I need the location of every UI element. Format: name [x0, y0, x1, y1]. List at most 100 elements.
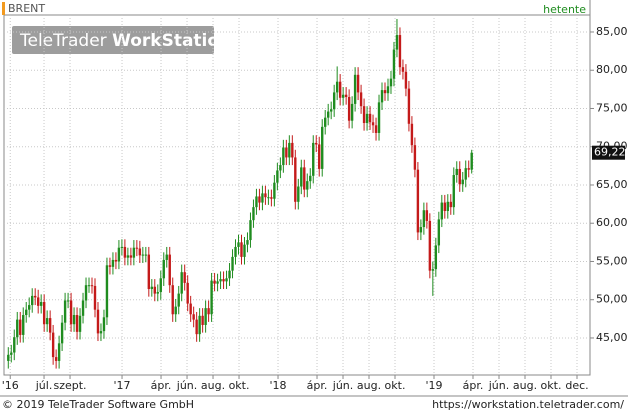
candle-body	[410, 123, 414, 146]
candle-body	[222, 279, 225, 282]
y-tick-label: 80,00	[596, 63, 628, 76]
candle-body	[261, 193, 264, 203]
candle-body	[344, 94, 348, 98]
candle-body	[303, 167, 306, 190]
candle-body	[10, 352, 13, 355]
candle-body	[135, 247, 139, 249]
candle-body	[81, 300, 85, 316]
candle-body	[39, 302, 43, 306]
candle-body	[228, 270, 231, 279]
candle-body	[425, 210, 429, 221]
candle-body	[129, 255, 133, 258]
candle-body	[99, 331, 103, 334]
candle-body	[150, 286, 153, 290]
candle-body	[201, 315, 204, 325]
candle-body	[380, 90, 384, 103]
candle-body	[371, 122, 375, 126]
candle-body	[431, 269, 435, 271]
candle-body	[446, 201, 449, 211]
candle-body	[356, 74, 360, 93]
candle-body	[419, 227, 423, 233]
x-tick-label: aug.	[513, 379, 537, 392]
watermark-brand: TeleTrader	[19, 31, 107, 51]
x-tick-label: jún.	[176, 379, 198, 392]
candle-body	[165, 254, 168, 260]
candle-body	[147, 254, 151, 290]
candle-body	[162, 259, 165, 279]
candle-body	[324, 117, 327, 127]
x-tick-label: aug.	[201, 379, 225, 392]
candle-body	[407, 88, 411, 124]
candle-body	[326, 111, 330, 118]
candle-body	[168, 254, 171, 286]
candle-body	[321, 126, 324, 169]
y-tick-label: 85,00	[596, 25, 628, 38]
candle-body	[75, 315, 79, 332]
candle-body	[309, 175, 312, 182]
candle-body	[267, 197, 270, 199]
candle-body	[434, 245, 438, 270]
candle-body	[461, 179, 464, 185]
candle-body	[264, 193, 267, 198]
candle-body	[467, 168, 470, 170]
candle-body	[210, 280, 213, 315]
x-tick-label: okt.	[385, 379, 406, 392]
watermark: TeleTrader WorkStation	[19, 31, 231, 51]
candle-body	[153, 286, 156, 294]
candle-body	[368, 113, 372, 123]
candle-body	[440, 202, 444, 220]
candle-body	[33, 295, 37, 298]
candle-body	[186, 282, 189, 304]
x-tick-label: dec.	[565, 379, 588, 392]
candle-body	[126, 255, 130, 258]
candle-body	[300, 167, 303, 187]
candle-body	[398, 35, 402, 68]
x-tick-label: '18	[270, 379, 287, 392]
candle-body	[377, 102, 381, 133]
candle-body	[108, 265, 112, 267]
candle-body	[383, 90, 387, 94]
candle-body	[45, 318, 49, 325]
last-price-box	[592, 145, 625, 160]
candle-body	[329, 109, 333, 112]
candle-body	[347, 97, 351, 121]
candle-body	[246, 240, 249, 245]
candle-body	[114, 259, 118, 262]
footer-left: © 2019 TeleTrader Software GmbH	[2, 398, 194, 411]
x-tick-label: okt.	[541, 379, 562, 392]
candle-body	[279, 165, 282, 171]
x-tick-label: '16	[2, 379, 19, 392]
candle-body	[120, 246, 124, 248]
candle-body	[204, 308, 207, 325]
watermark-product: WorkStation	[112, 31, 231, 51]
candle-body	[318, 144, 321, 169]
candle-body	[282, 147, 285, 166]
x-tick-label: jún.	[488, 379, 510, 392]
candle-body	[141, 254, 145, 256]
candle-body	[288, 142, 291, 158]
candle-body	[338, 81, 342, 98]
candle-body	[42, 302, 46, 325]
candle-body	[312, 142, 315, 176]
candle-body	[294, 157, 297, 202]
candle-body	[464, 168, 467, 180]
candle-body	[258, 196, 261, 203]
candle-body	[428, 220, 432, 271]
candle-body	[19, 319, 22, 335]
candle-body	[93, 285, 97, 310]
y-tick-label: 55,00	[596, 254, 628, 267]
candle-body	[350, 103, 354, 121]
y-tick-label: 45,00	[596, 331, 628, 344]
candle-body	[171, 285, 174, 315]
candle-body	[374, 125, 378, 133]
candle-body	[195, 319, 198, 335]
candle-body	[416, 169, 420, 233]
candle-body	[159, 278, 162, 293]
candle-body	[225, 278, 228, 282]
candle-body	[449, 201, 452, 208]
y-tick-label: 75,00	[596, 101, 628, 114]
candle-body	[306, 181, 309, 190]
candle-body	[180, 272, 183, 294]
candle-body	[332, 92, 336, 110]
